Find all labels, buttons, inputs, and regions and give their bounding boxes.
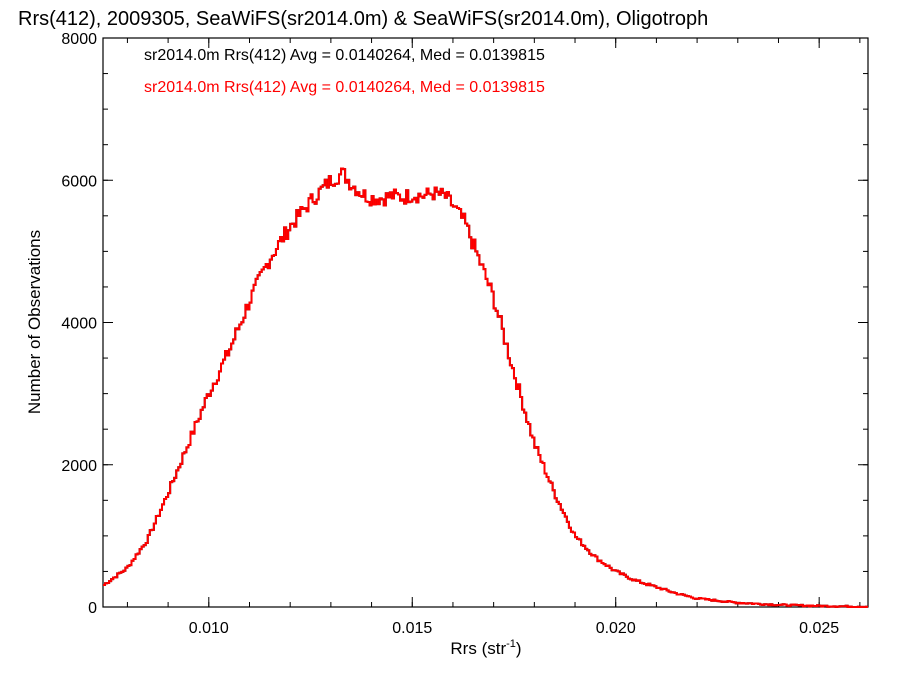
y-tick-label: 4000	[61, 316, 97, 333]
series-line-red	[103, 167, 868, 608]
legend-entry-black: sr2014.0m Rrs(412) Avg = 0.0140264, Med …	[144, 47, 545, 64]
y-tick-label: 6000	[61, 173, 97, 190]
x-tick-labels: 0.010 0.015 0.020 0.025	[189, 620, 840, 637]
x-tick-label: 0.020	[596, 620, 636, 637]
axis-ticks	[103, 37, 868, 608]
x-axis-label-suffix: )	[516, 639, 522, 658]
y-tick-label: 2000	[61, 458, 97, 475]
y-tick-labels: 0 2000 4000 6000 8000	[61, 31, 97, 617]
series-line-black	[103, 167, 868, 608]
x-axis-label-superscript: -1	[506, 638, 516, 650]
y-tick-label: 0	[88, 600, 97, 617]
y-axis-label: Number of Observations	[25, 230, 44, 414]
x-tick-label: 0.015	[392, 620, 432, 637]
x-tick-label: 0.025	[799, 620, 839, 637]
legend-entry-red: sr2014.0m Rrs(412) Avg = 0.0140264, Med …	[144, 79, 545, 96]
plot-frame	[102, 37, 869, 608]
x-axis-label: Rrs (str-1)	[450, 638, 521, 658]
chart-title: Rrs(412), 2009305, SeaWiFS(sr2014.0m) & …	[18, 8, 708, 30]
x-tick-label: 0.010	[189, 620, 229, 637]
x-axis-label-main: Rrs (str	[450, 639, 506, 658]
y-tick-label: 8000	[61, 31, 97, 48]
